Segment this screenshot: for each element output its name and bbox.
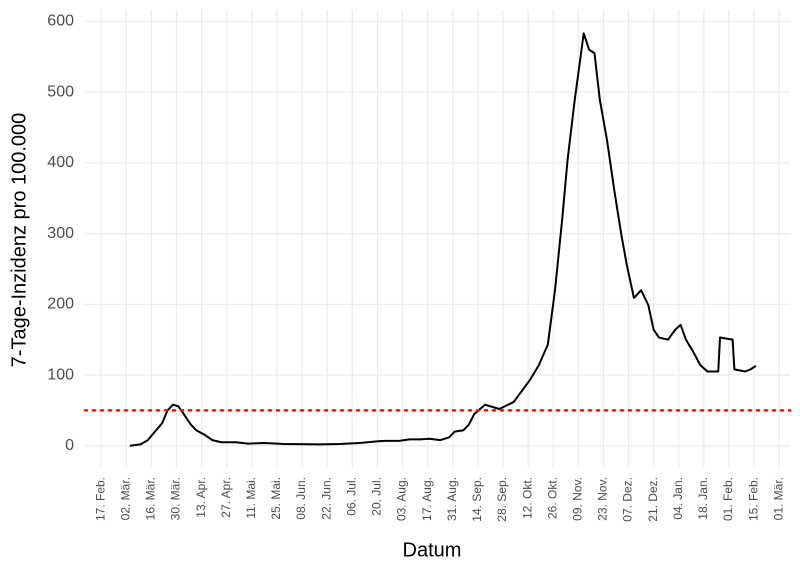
- y-tick-label: 0: [65, 437, 74, 454]
- x-tick-label: 30. Mär.: [169, 477, 183, 520]
- x-tick-label: 12. Okt.: [520, 477, 534, 519]
- x-tick-label: 09. Nov.: [570, 477, 584, 521]
- y-tick-label: 100: [47, 366, 74, 383]
- y-tick-label: 200: [47, 296, 74, 313]
- x-tick-label: 04. Jan.: [671, 477, 685, 520]
- x-tick-label: 26. Okt.: [545, 477, 559, 519]
- x-tick-label: 01. Feb.: [721, 477, 735, 521]
- x-tick-label: 22. Jun.: [319, 477, 333, 520]
- x-tick-label: 25. Mai.: [269, 477, 283, 520]
- x-tick-label: 07. Dez.: [621, 477, 635, 522]
- x-tick-label: 14. Sep.: [470, 477, 484, 522]
- x-tick-label: 13. Apr.: [194, 477, 208, 518]
- marks: [83, 32, 792, 447]
- x-tick-label: 16. Mär.: [144, 477, 158, 520]
- x-tick-label: 17. Aug.: [420, 477, 434, 521]
- x-tick-label: 21. Dez.: [646, 477, 660, 522]
- panel: [85, 10, 790, 467]
- y-tick-label: 300: [47, 225, 74, 242]
- grid: [85, 10, 790, 467]
- x-tick-label: 15. Feb.: [746, 477, 760, 521]
- x-tick-label: 17. Feb.: [93, 477, 107, 521]
- x-tick-label: 01. Mär.: [771, 477, 785, 520]
- x-tick-label: 28. Sep.: [495, 477, 509, 522]
- x-tick-label: 08. Jun.: [294, 477, 308, 520]
- y-tick-label: 600: [47, 13, 74, 30]
- x-tick-label: 18. Jan.: [696, 477, 710, 520]
- x-tick-label: 31. Aug.: [445, 477, 459, 521]
- y-tick-label: 400: [47, 154, 74, 171]
- x-tick-label: 02. Mär.: [118, 477, 132, 520]
- x-tick-label: 23. Nov.: [596, 477, 610, 521]
- x-axis-title: Datum: [403, 539, 462, 561]
- x-tick-label: 11. Mai.: [244, 477, 258, 519]
- x-tick-label: 06. Jul.: [344, 477, 358, 516]
- x-tick-label: 03. Aug.: [395, 477, 409, 521]
- y-axis-title: 7-Tage-Inzidenz pro 100.000: [8, 113, 30, 368]
- x-tick-label: 20. Jul.: [370, 477, 384, 516]
- line: [129, 32, 757, 447]
- labels: 0 100 200 300 400 500 600 17. Feb. 02. Mär. 16. M…: [47, 13, 785, 522]
- x-tick-label: 27. Apr.: [219, 477, 233, 518]
- y-tick-label: 500: [47, 83, 74, 100]
